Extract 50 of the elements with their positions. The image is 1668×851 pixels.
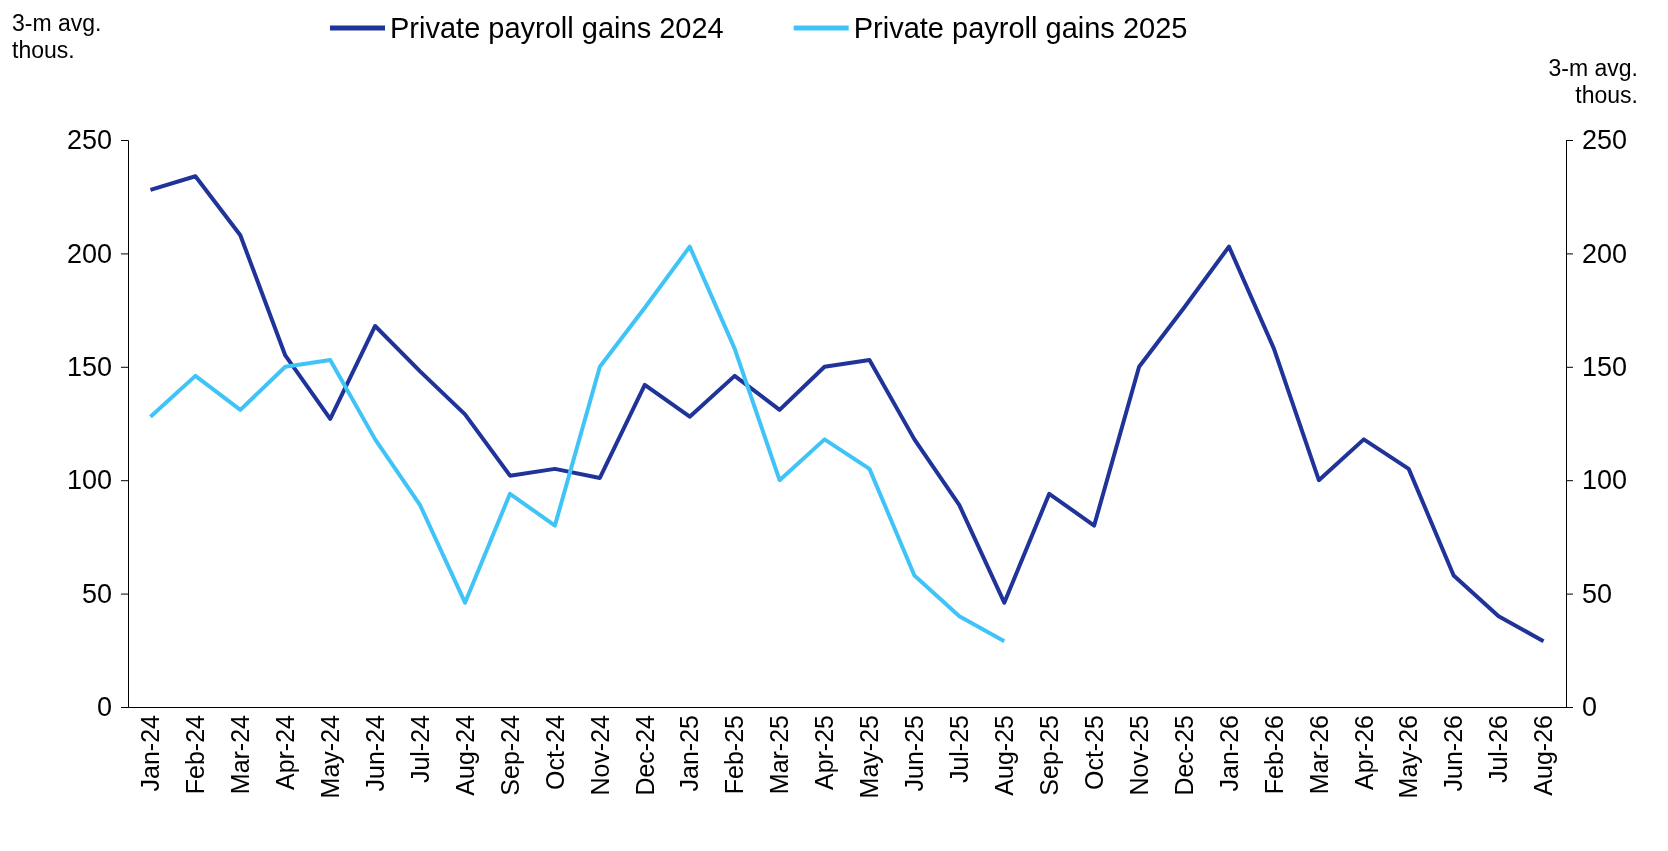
x-tick-label: Mar-25 bbox=[765, 715, 794, 795]
y-tick-label: 250 bbox=[66, 125, 112, 156]
y2-tick-label: 0 bbox=[1582, 692, 1598, 723]
x-tick-label: Dec-24 bbox=[630, 714, 659, 796]
x-tick-label: May-24 bbox=[315, 714, 344, 799]
x-tick-label: Jun-26 bbox=[1439, 715, 1468, 792]
x-tick-label: Feb-24 bbox=[181, 714, 210, 795]
x-tick-label: Nov-25 bbox=[1124, 715, 1153, 796]
x-tick-label: Sep-24 bbox=[495, 714, 524, 796]
x-tick-label: Jun-24 bbox=[360, 714, 389, 792]
x-tick-label: Jul-25 bbox=[945, 715, 974, 784]
x-tick-label: Oct-24 bbox=[540, 714, 569, 791]
y2-tick-label: 250 bbox=[1582, 125, 1628, 156]
y2-tick-label: 200 bbox=[1582, 238, 1628, 269]
x-tick-label: Jan-24 bbox=[136, 714, 165, 792]
y2-tick-label: 150 bbox=[1582, 351, 1628, 382]
legend-label: Private payroll gains 2025 bbox=[853, 12, 1188, 44]
legend-label: Private payroll gains 2024 bbox=[390, 12, 724, 44]
x-tick-label: Aug-25 bbox=[990, 715, 1019, 796]
x-tick-label: Sep-25 bbox=[1034, 715, 1063, 796]
y2-axis-title: 3-m avg. thous. bbox=[1547, 55, 1638, 109]
x-tick-label: Oct-25 bbox=[1079, 715, 1108, 791]
line-series bbox=[148, 244, 1007, 644]
x-tick-label: Mar-24 bbox=[226, 714, 255, 795]
x-tick-label: May-25 bbox=[855, 715, 884, 799]
x-tick-label: Aug-26 bbox=[1529, 715, 1558, 796]
y-tick-label: 50 bbox=[81, 578, 112, 609]
y-tick-label: 100 bbox=[66, 465, 112, 496]
y-tick-label: 0 bbox=[96, 692, 112, 723]
x-tick-label: Jul-24 bbox=[405, 714, 434, 784]
x-tick-label: Jan-26 bbox=[1214, 715, 1243, 792]
x-tick-label: Jul-26 bbox=[1484, 715, 1513, 784]
y-axis-title: 3-m avg. thous. bbox=[12, 10, 103, 64]
x-tick-label: Jun-25 bbox=[900, 715, 929, 792]
x-tick-label: Apr-25 bbox=[810, 715, 839, 791]
x-tick-label: Mar-26 bbox=[1304, 715, 1333, 795]
x-tick-label: Nov-24 bbox=[585, 714, 614, 796]
x-tick-label: Apr-24 bbox=[271, 714, 300, 791]
y-tick-label: 150 bbox=[66, 351, 112, 382]
x-tick-label: Aug-24 bbox=[450, 714, 479, 796]
x-tick-label: Feb-26 bbox=[1259, 715, 1288, 795]
x-tick-label: Feb-25 bbox=[720, 715, 749, 795]
x-tick-label: Apr-26 bbox=[1349, 715, 1378, 791]
x-tick-label: May-26 bbox=[1394, 715, 1423, 799]
y2-tick-label: 50 bbox=[1582, 578, 1613, 609]
y-tick-label: 200 bbox=[66, 238, 112, 269]
x-tick-label: Jan-25 bbox=[675, 715, 704, 792]
line-series bbox=[148, 174, 1546, 644]
y2-tick-label: 100 bbox=[1582, 465, 1628, 496]
x-tick-label: Dec-25 bbox=[1169, 715, 1198, 796]
